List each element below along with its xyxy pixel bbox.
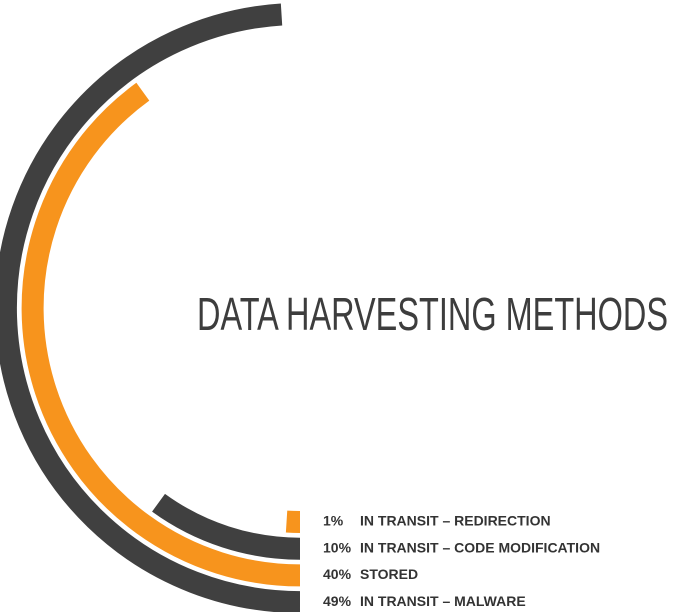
value-label: 49% — [323, 593, 352, 609]
category-label: IN TRANSIT – MALWARE — [360, 593, 526, 609]
value-label: 40% — [323, 566, 352, 582]
value-label: 1% — [323, 513, 344, 529]
chart-title: DATA HARVESTING METHODS — [197, 288, 668, 340]
arc-bar — [21, 82, 301, 587]
category-label: IN TRANSIT – REDIRECTION — [360, 513, 551, 529]
arc-bar — [0, 3, 301, 612]
category-label: STORED — [360, 566, 418, 582]
arc-bar — [152, 493, 301, 560]
value-label: 10% — [323, 539, 352, 555]
category-label: IN TRANSIT – CODE MODIFICATION — [360, 539, 600, 555]
